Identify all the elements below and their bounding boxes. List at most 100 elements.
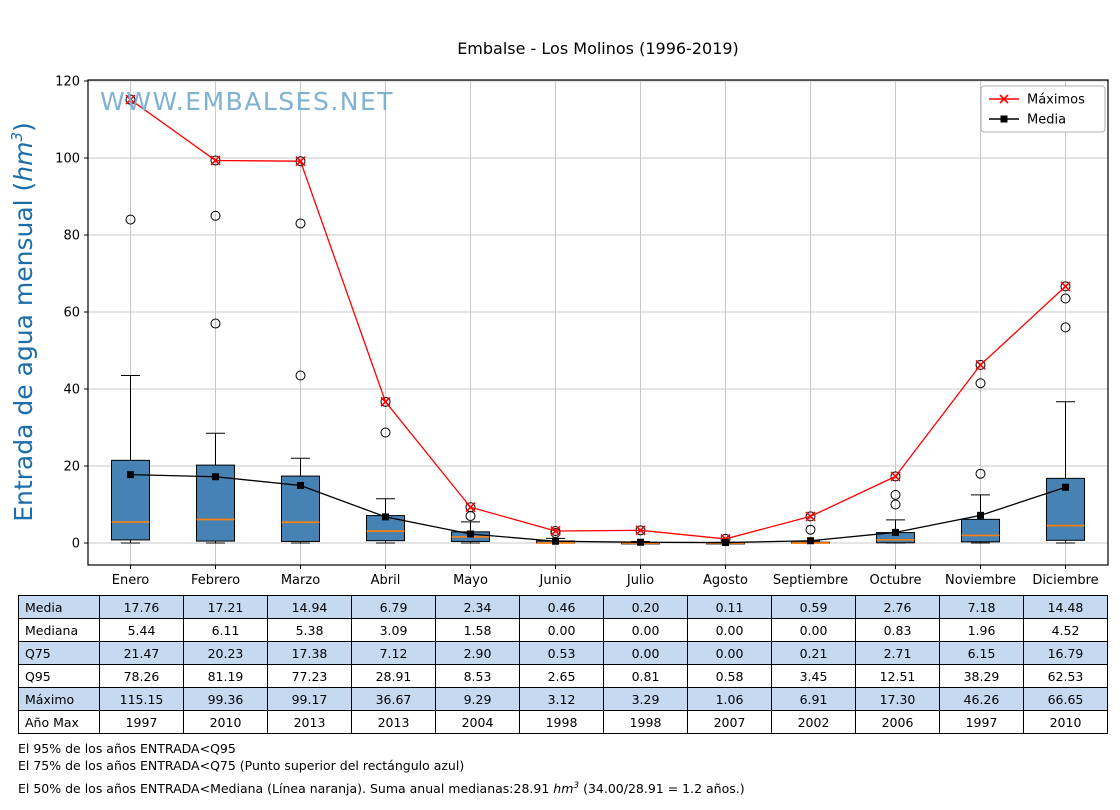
table-cell: 6.11 xyxy=(183,618,268,642)
legend-square-marker xyxy=(1000,115,1008,123)
table-cell: 2004 xyxy=(435,710,520,734)
footnotes: El 95% de los años ENTRADA<Q95 El 75% de… xyxy=(18,741,1120,798)
table-cell: 17.38 xyxy=(267,641,352,665)
table-cell: 36.67 xyxy=(351,687,436,711)
outlier-marker xyxy=(210,210,221,221)
outlier-marker xyxy=(890,489,901,500)
table-cell: 46.26 xyxy=(939,687,1024,711)
legend-label-media: Media xyxy=(1027,113,1066,128)
table-row: Mediana 5.44 6.11 5.38 3.09 1.58 0.00 0.00 0.00 0… xyxy=(18,618,1108,642)
table-cell: 5.44 xyxy=(99,618,184,642)
table-cell: 0.00 xyxy=(603,641,688,665)
y-axis-label: Entrada de agua mensual (hm3) xyxy=(8,122,38,522)
x-marker xyxy=(380,396,391,407)
boxplots xyxy=(111,94,1085,545)
outlier-marker xyxy=(890,471,901,482)
table-cell: 5.38 xyxy=(267,618,352,642)
table-cell: 6.79 xyxy=(351,595,436,619)
table-cell: 2013 xyxy=(267,710,352,734)
x-tick-label: Septiembre xyxy=(773,573,848,588)
table-cell: 4.52 xyxy=(1023,618,1108,642)
outlier-marker xyxy=(1060,322,1071,333)
table-cell: 16.79 xyxy=(1023,641,1108,665)
table-cell: 1.06 xyxy=(687,687,772,711)
x-marker xyxy=(550,525,561,537)
y-tick-label: 20 xyxy=(63,460,80,475)
x-tick-label: Julio xyxy=(626,573,654,588)
y-tick-label: 120 xyxy=(55,75,80,90)
table-cell: 78.26 xyxy=(99,664,184,688)
table-cell: 1.58 xyxy=(435,618,520,642)
table-cell: 12.51 xyxy=(855,664,940,688)
watermark: WWW.EMBALSES.NET xyxy=(100,87,394,116)
outlier-marker xyxy=(975,468,986,479)
table-cell: 0.46 xyxy=(519,595,604,619)
y-tick-label: 80 xyxy=(63,229,80,244)
table-cell: 2006 xyxy=(855,710,940,734)
series-lines xyxy=(125,94,1071,547)
table-cell: 62.53 xyxy=(1023,664,1108,688)
square-marker xyxy=(297,481,304,489)
table-cell: 0.20 xyxy=(603,595,688,619)
square-marker xyxy=(382,513,389,521)
table-cell: 0.11 xyxy=(687,595,772,619)
x-marker xyxy=(465,502,476,513)
row-label: Máximo xyxy=(18,687,100,711)
table-cell: 77.23 xyxy=(267,664,352,688)
stats-table: Media 17.76 17.21 14.94 6.79 2.34 0.46 0.20 0.11… xyxy=(18,595,1108,734)
table-cell: 2010 xyxy=(183,710,268,734)
table-cell: 0.00 xyxy=(519,618,604,642)
table-cell: 3.45 xyxy=(771,664,856,688)
table-cell: 115.15 xyxy=(99,687,184,711)
table-cell: 3.09 xyxy=(351,618,436,642)
outlier-marker xyxy=(1060,293,1071,304)
table-cell: 6.15 xyxy=(939,641,1024,665)
footnote-q75: El 75% de los años ENTRADA<Q75 (Punto su… xyxy=(18,757,465,773)
x-marker xyxy=(1060,281,1071,292)
hm3-unit: hm3 xyxy=(553,780,580,796)
outlier-marker xyxy=(550,527,561,538)
square-marker xyxy=(212,473,219,481)
table-cell: 0.81 xyxy=(603,664,688,688)
table-cell: 2002 xyxy=(771,710,856,734)
table-cell: 0.21 xyxy=(771,641,856,665)
table-cell: 9.29 xyxy=(435,687,520,711)
table-cell: 0.53 xyxy=(519,641,604,665)
table-cell: 2.65 xyxy=(519,664,604,688)
outlier-marker xyxy=(1060,281,1071,292)
table-cell: 7.18 xyxy=(939,595,1024,619)
table-cell: 14.48 xyxy=(1023,595,1108,619)
x-marker xyxy=(805,511,816,522)
table-cell: 66.65 xyxy=(1023,687,1108,711)
boxplot-chart: 0 20 40 60 80 100 120 Enero Febrero Marzo Abril May… xyxy=(8,39,1109,588)
legend-label-maximos: Máximos xyxy=(1027,93,1085,108)
outlier-marker xyxy=(210,318,221,329)
square-marker xyxy=(127,471,134,479)
x-marker xyxy=(635,525,646,536)
x-marker xyxy=(890,471,901,482)
box-noviembre xyxy=(961,359,1000,544)
y-tick-label: 0 xyxy=(72,537,80,552)
footnote-mediana: El 50% de los años ENTRADA<Mediana (Líne… xyxy=(18,780,1120,798)
table-cell: 2.71 xyxy=(855,641,940,665)
outlier-marker xyxy=(295,370,306,381)
table-cell: 2.76 xyxy=(855,595,940,619)
table-cell: 1997 xyxy=(99,710,184,734)
table-cell: 20.23 xyxy=(183,641,268,665)
table-cell: 17.30 xyxy=(855,687,940,711)
outlier-marker xyxy=(805,524,816,535)
table-row: Máximo 115.15 99.36 99.17 36.67 9.29 3.12 3.29 1… xyxy=(18,687,1108,711)
row-label: Q95 xyxy=(18,664,100,688)
x-tick-label: Mayo xyxy=(453,573,488,588)
axes: 0 20 40 60 80 100 120 Enero Febrero Marzo Abril May… xyxy=(55,75,1109,588)
outlier-marker xyxy=(125,214,136,225)
table-row: Q95 78.26 81.19 77.23 28.91 8.53 2.65 0.81 0.58 3… xyxy=(18,664,1108,688)
line-media xyxy=(130,473,1066,544)
table-cell: 1997 xyxy=(939,710,1024,734)
square-marker xyxy=(892,528,899,536)
line-máximos xyxy=(130,99,1066,540)
y-tick-label: 40 xyxy=(63,383,80,398)
outlier-marker xyxy=(125,94,136,105)
footnote-q95: El 95% de los años ENTRADA<Q95 xyxy=(18,741,236,756)
table-cell: 3.29 xyxy=(603,687,688,711)
